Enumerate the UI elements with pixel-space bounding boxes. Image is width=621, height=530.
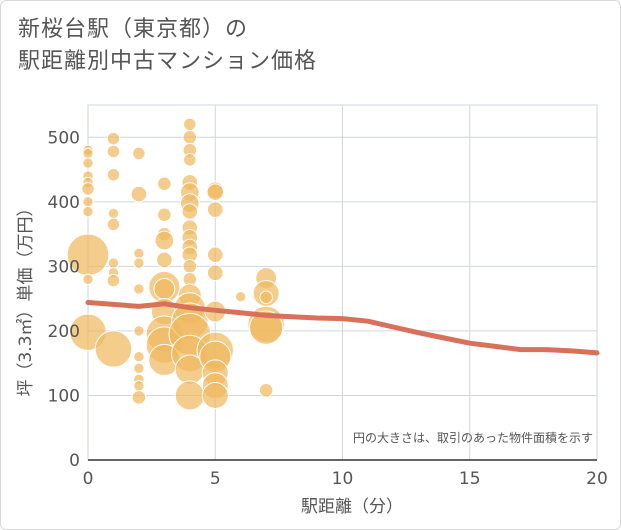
- data-bubble: [82, 147, 94, 160]
- data-bubble: [206, 246, 224, 264]
- data-bubble: [133, 325, 145, 337]
- chart-title: 新桜台駅（東京都）の 駅距離別中古マンション価格: [18, 14, 317, 78]
- data-bubble: [130, 185, 148, 203]
- data-bubble: [133, 380, 145, 392]
- data-bubble: [249, 310, 284, 345]
- axes: 0 100 200 300 400 500 0 5 10 15 20: [48, 128, 608, 489]
- data-bubble: [206, 201, 224, 218]
- x-tick-label: 5: [210, 469, 221, 489]
- trend-line-group: [85, 300, 600, 356]
- title-line-1: 新桜台駅（東京都）の: [18, 17, 249, 42]
- data-bubble: [82, 273, 94, 285]
- x-tick-label: 10: [332, 469, 354, 489]
- data-bubble: [82, 157, 94, 169]
- data-bubble: [156, 251, 173, 269]
- bubbles: [66, 117, 285, 411]
- data-bubble: [106, 167, 121, 182]
- data-bubble: [153, 278, 176, 300]
- y-tick-label: 300: [48, 257, 80, 277]
- x-tick-label: 20: [586, 469, 608, 489]
- y-axis-label: 坪（3.3㎡）単価（万円）: [16, 199, 36, 396]
- data-bubble: [206, 264, 224, 282]
- data-bubble: [181, 203, 199, 220]
- data-bubble: [107, 207, 120, 220]
- data-bubble: [81, 182, 95, 196]
- data-bubble: [182, 259, 198, 274]
- data-bubble: [157, 207, 172, 222]
- data-bubble: [183, 153, 197, 167]
- data-bubble: [106, 131, 121, 146]
- data-bubble: [82, 196, 94, 208]
- size-note: 円の大きさは、取引のあった物件面積を示す: [353, 430, 593, 445]
- data-bubble: [106, 144, 121, 159]
- data-bubble: [174, 380, 205, 411]
- data-bubble: [82, 205, 94, 218]
- y-tick-label: 100: [48, 386, 80, 406]
- data-bubble: [132, 146, 146, 161]
- title-line-2: 駅距離別中古マンション価格: [18, 49, 318, 74]
- x-axis-label: 駅距離（分）: [301, 497, 403, 517]
- data-bubble: [133, 247, 145, 260]
- data-bubble: [201, 381, 229, 409]
- data-bubble: [259, 290, 273, 305]
- data-bubble: [183, 117, 197, 132]
- data-bubble: [133, 283, 145, 295]
- data-bubble: [133, 257, 145, 269]
- data-bubble: [133, 362, 145, 375]
- data-bubble: [154, 230, 175, 251]
- y-tick-label: 200: [48, 322, 80, 342]
- data-bubble: [258, 383, 274, 398]
- data-bubble: [106, 273, 121, 288]
- x-tick-label: 0: [83, 469, 94, 489]
- data-bubble: [107, 257, 120, 269]
- y-tick-label: 500: [48, 128, 80, 148]
- y-tick-label: 0: [69, 451, 80, 471]
- x-tick-label: 15: [459, 469, 481, 489]
- trend-line: [85, 300, 600, 356]
- data-bubble: [235, 291, 247, 303]
- data-bubble: [133, 351, 145, 363]
- data-bubble: [94, 330, 133, 368]
- y-tick-label: 400: [48, 193, 80, 213]
- data-bubble: [131, 390, 147, 405]
- data-bubble: [106, 217, 121, 232]
- data-bubble: [182, 130, 198, 145]
- data-bubble: [206, 183, 225, 201]
- data-bubble: [157, 176, 172, 192]
